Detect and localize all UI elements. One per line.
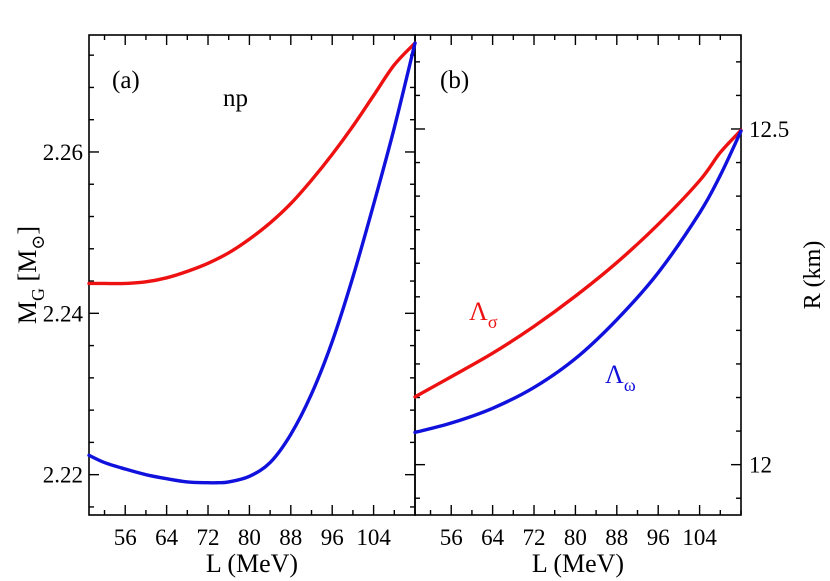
panel-b-frame bbox=[414, 34, 742, 516]
panel-b-y-tick-label: 12 bbox=[749, 453, 772, 478]
panel-a-x-axis-label: L (MeV) bbox=[206, 549, 298, 578]
lambda-sigma-main: Λ bbox=[469, 297, 488, 326]
panel-a-x-tick-label: 80 bbox=[238, 525, 261, 550]
lambda-sigma-sub: σ bbox=[488, 312, 498, 332]
panel-b-x-tick-label: 104 bbox=[682, 525, 717, 550]
series-label-lambda-omega: Λω bbox=[605, 360, 636, 395]
panel-b-x-tick-label: 96 bbox=[647, 525, 670, 550]
ylabel-unit-open: [M bbox=[13, 250, 42, 288]
panel-b-x-tick-label: 72 bbox=[523, 525, 546, 550]
panel-a-y-tick-label: 2.26 bbox=[43, 140, 83, 165]
panel-a-y-tick-label: 2.22 bbox=[43, 463, 83, 488]
panel-a-x-tick-label: 104 bbox=[356, 525, 391, 550]
panel-b-y-axis-label: R (km) bbox=[800, 241, 826, 310]
lambda-omega-sub: ω bbox=[624, 375, 636, 395]
panel-b-series-line-0 bbox=[413, 128, 743, 399]
panel-a: 56 64 72 80 88 96 104 2.22 2.24 2.26 bbox=[43, 35, 417, 550]
panel-a-label: (a) bbox=[112, 67, 140, 94]
panel-b-series-line-1 bbox=[413, 129, 743, 435]
panel-b-label: (b) bbox=[440, 67, 469, 94]
panel-b: 56 64 72 80 88 96 104 12 12.5 bbox=[413, 35, 789, 550]
panel-b-x-tick-label: 88 bbox=[605, 525, 628, 550]
panel-b-y-tick-label: 12.5 bbox=[749, 117, 789, 142]
panel-b-x-tick-label: 64 bbox=[481, 525, 505, 550]
panel-a-x-tick-label: 64 bbox=[155, 525, 179, 550]
ylabel-unit-close: ] bbox=[13, 226, 42, 235]
panel-a-x-tick-label: 72 bbox=[197, 525, 220, 550]
ylabel-unit-sub: ⊙ bbox=[28, 235, 48, 250]
lambda-omega-main: Λ bbox=[605, 360, 624, 389]
panel-a-x-tick-label: 88 bbox=[279, 525, 302, 550]
panel-a-y-axis-label: MG [M⊙] bbox=[13, 226, 48, 324]
panel-a-annotation: np bbox=[223, 85, 248, 112]
panel-a-series-line-1 bbox=[87, 41, 417, 485]
panel-a-x-tick-label: 96 bbox=[321, 525, 344, 550]
panel-a-series-line-0 bbox=[87, 41, 417, 286]
panel-a-y-tick-label: 2.24 bbox=[43, 301, 84, 326]
panel-b-x-tick-label: 56 bbox=[440, 525, 463, 550]
series-label-lambda-sigma: Λσ bbox=[469, 297, 498, 332]
panel-b-x-axis-label: L (MeV) bbox=[532, 549, 624, 578]
panel-b-x-tick-label: 80 bbox=[564, 525, 587, 550]
ylabel-main: M bbox=[13, 301, 42, 324]
ylabel-sub: G bbox=[28, 288, 48, 301]
panel-a-x-tick-label: 56 bbox=[114, 525, 137, 550]
